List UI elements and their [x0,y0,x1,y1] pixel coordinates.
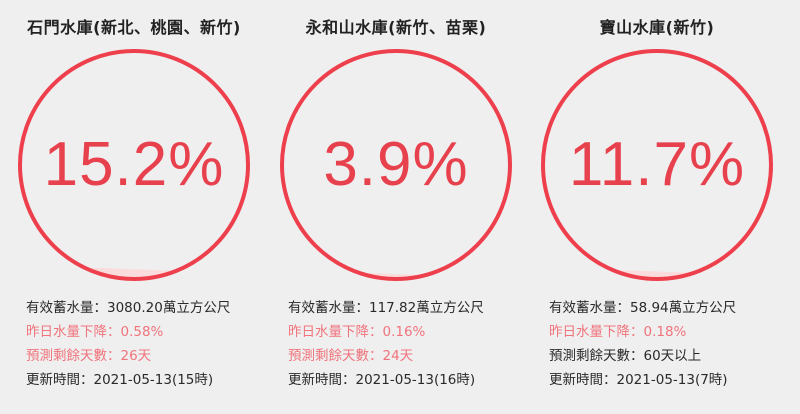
days-remaining: 預測剩餘天數：24天 [288,348,414,364]
daily-drop: 昨日水量下降：0.16% [288,324,426,340]
gauge-ring [541,49,773,281]
water-percent: 15.2% [43,130,225,199]
reservoir-card-baoshan: 寶山水庫(新竹) 11.7% 有效蓄水量：58.94萬立方公尺 昨日水量下降：0… [527,0,787,414]
water-level-gauge: 15.2% [15,46,253,284]
update-time: 更新時間：2021-05-13(15時) [26,372,214,388]
update-time: 更新時間：2021-05-13(7時) [549,372,728,388]
effective-storage: 有效蓄水量：58.94萬立方公尺 [549,300,737,316]
reservoir-title: 寶山水庫(新竹) [599,18,715,37]
days-remaining: 預測剩餘天數：26天 [26,348,152,364]
water-percent: 3.9% [323,130,469,199]
gauge-ring [18,49,250,281]
gauge-svg [18,49,250,281]
reservoir-info: 有效蓄水量：58.94萬立方公尺 昨日水量下降：0.18% 預測剩餘天數：60天… [549,296,736,392]
reservoir-card-shimen: 石門水庫(新北、桃園、新竹) 15.2% 有效蓄水量：3080.20萬立方公尺 … [4,0,264,414]
reservoir-title: 永和山水庫(新竹、苗栗) [305,18,487,37]
gauge-ring [280,49,512,281]
reservoir-info: 有效蓄水量：117.82萬立方公尺 昨日水量下降：0.16% 預測剩餘天數：24… [288,296,484,392]
days-remaining: 預測剩餘天數：60天以上 [549,348,702,364]
effective-storage: 有效蓄水量：117.82萬立方公尺 [288,300,484,316]
water-percent: 11.7% [568,130,746,199]
reservoir-info: 有效蓄水量：3080.20萬立方公尺 昨日水量下降：0.58% 預測剩餘天數：2… [26,296,230,392]
effective-storage: 有效蓄水量：3080.20萬立方公尺 [26,300,231,316]
gauge-svg [280,49,512,281]
reservoir-card-yonghe-shan: 永和山水庫(新竹、苗栗) 3.9% 有效蓄水量：117.82萬立方公尺 昨日水量… [266,0,526,414]
reservoir-title: 石門水庫(新北、桃園、新竹) [27,18,241,37]
daily-drop: 昨日水量下降：0.58% [26,324,164,340]
water-level-gauge: 11.7% [538,46,776,284]
water-level-gauge: 3.9% [277,46,515,284]
update-time: 更新時間：2021-05-13(16時) [288,372,476,388]
daily-drop: 昨日水量下降：0.18% [549,324,687,340]
gauge-svg [541,49,773,281]
